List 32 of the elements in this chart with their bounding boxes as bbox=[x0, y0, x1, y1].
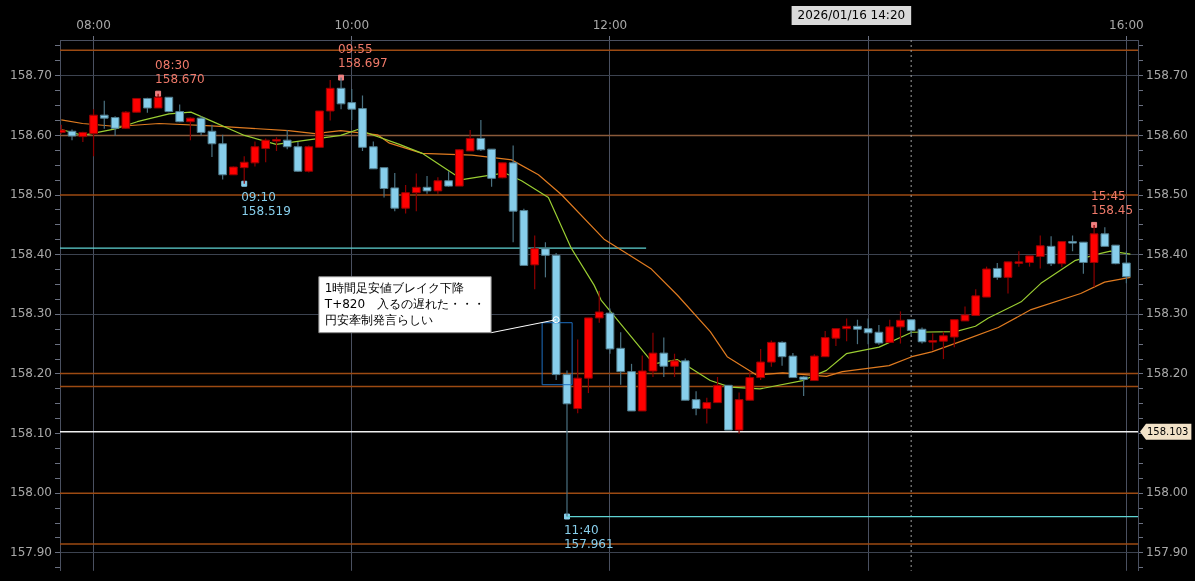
y2-tick-label: 158.60 bbox=[1146, 127, 1188, 142]
y-tick-label: 158.00 bbox=[10, 485, 52, 500]
x-tick-label: 10:00 bbox=[334, 17, 370, 32]
x-tick-label: 12:00 bbox=[592, 17, 628, 32]
y-tick-label: 158.70 bbox=[10, 67, 52, 82]
y2-tick-label: 158.50 bbox=[1146, 187, 1188, 202]
annotation: 09:10 158.519 bbox=[241, 189, 291, 218]
y-tick-label: 157.90 bbox=[10, 545, 52, 560]
y-tick-label: 158.10 bbox=[10, 425, 52, 440]
candlestick bbox=[401, 184, 410, 215]
ref-line-label: 2026/01/16 14:20 bbox=[797, 8, 906, 23]
ref-line-label: 158.103 bbox=[1147, 426, 1189, 438]
y-tick-label: 158.50 bbox=[10, 187, 52, 202]
x-tick-label: 08:00 bbox=[76, 17, 111, 32]
y-tick-label: 158.20 bbox=[10, 366, 52, 381]
y2-tick-label: 158.00 bbox=[1146, 485, 1188, 500]
y2-tick-label: 158.30 bbox=[1146, 306, 1188, 321]
candlestick bbox=[541, 241, 550, 278]
candlestick bbox=[670, 353, 679, 378]
annotation: 08:30 158.670 bbox=[155, 57, 205, 86]
y-tick-label: 158.60 bbox=[10, 127, 52, 142]
y-tick-label: 158.40 bbox=[10, 246, 52, 261]
y-tick-label: 158.30 bbox=[10, 306, 52, 321]
y2-tick-label: 158.70 bbox=[1146, 67, 1188, 82]
x-tick-label: 16:00 bbox=[1109, 17, 1144, 32]
candlestick bbox=[939, 331, 948, 360]
annotation: 15:45 158.45 bbox=[1091, 189, 1134, 218]
y2-tick-label: 158.20 bbox=[1146, 366, 1188, 381]
annotation: 11:40 157.961 bbox=[563, 522, 614, 551]
annotation: 1時間足安値ブレイク下降T+820 入るの遅れた・・・円安牽制発言らしい bbox=[323, 280, 486, 327]
y2-tick-label: 157.90 bbox=[1146, 545, 1188, 560]
y2-tick-label: 158.40 bbox=[1146, 246, 1188, 261]
